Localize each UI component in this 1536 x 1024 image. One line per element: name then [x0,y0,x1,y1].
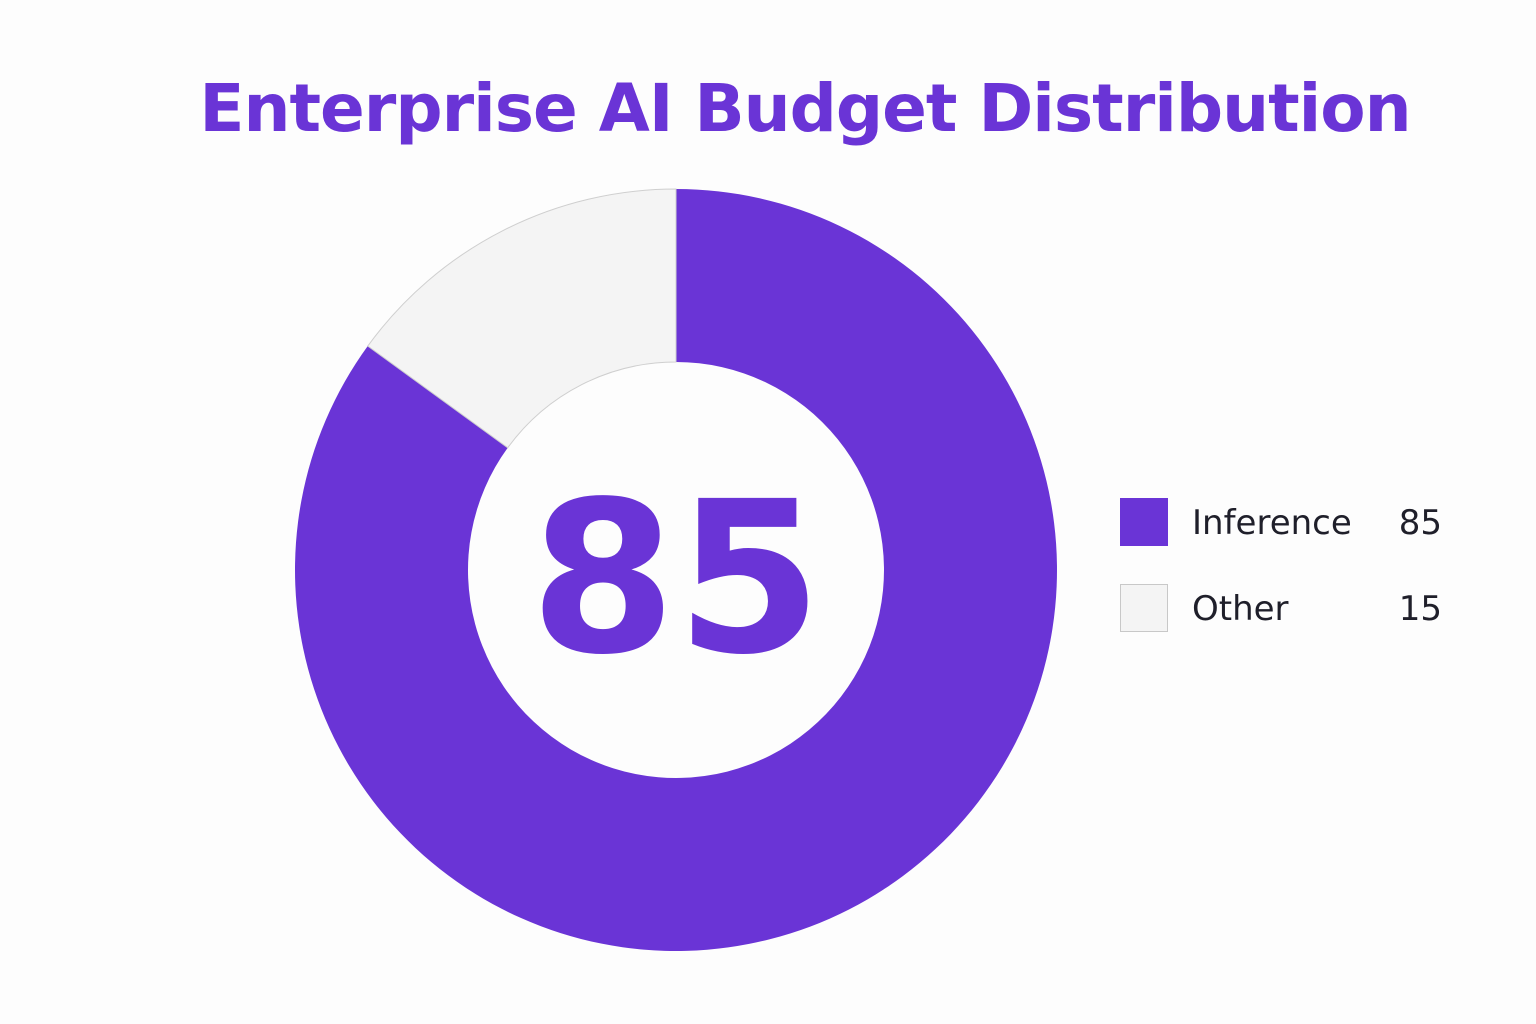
legend-item-inference: Inference 85 [1120,498,1450,548]
donut-center-value: 85 [530,456,822,701]
legend: Inference 85 Other 15 [1120,498,1450,670]
legend-item-other: Other 15 [1120,584,1450,634]
legend-swatch-other [1120,584,1168,632]
legend-label-inference: Inference [1192,503,1352,543]
chart-title: Enterprise AI Budget Distribution [199,70,1411,147]
donut-slices [294,188,1057,952]
legend-value-inference: 85 [1398,503,1442,543]
legend-swatch-inference [1120,498,1168,546]
donut-slice-inference [294,189,1057,952]
legend-label-other: Other [1192,589,1289,629]
legend-value-other: 15 [1398,589,1442,629]
donut-slice-other [367,188,677,449]
